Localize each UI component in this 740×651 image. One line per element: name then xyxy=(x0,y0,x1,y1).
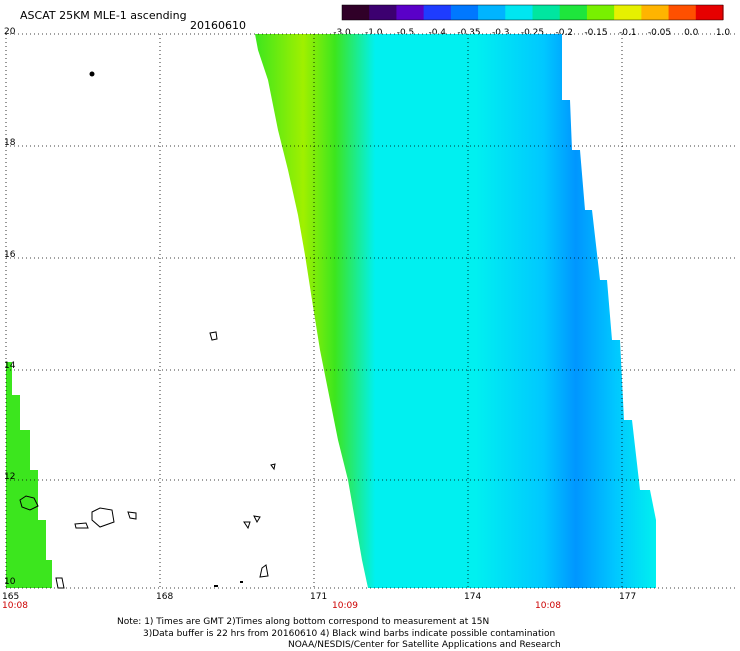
colorbar-tick-label: -0.35 xyxy=(457,28,480,38)
island-outline xyxy=(259,564,269,578)
lat-label-10: 10 xyxy=(4,577,16,587)
colorbar-swatch xyxy=(614,5,642,20)
island-outline xyxy=(55,577,65,589)
colorbar-tick-label: -0.5 xyxy=(397,28,415,38)
colorbar-tick-label: -0.05 xyxy=(648,28,671,38)
island-outline xyxy=(127,511,137,520)
island-outline xyxy=(19,495,39,511)
colorbar-swatch xyxy=(369,5,398,20)
island-dot xyxy=(89,71,95,77)
colorbar-tick-label: -1.0 xyxy=(365,28,383,38)
footer-note-3: NOAA/NESDIS/Center for Satellite Applica… xyxy=(288,640,561,650)
lon-label-171: 171 xyxy=(310,592,328,602)
colorbar-tick-label: -0.15 xyxy=(584,28,607,38)
main-swath xyxy=(255,34,656,588)
island-dot xyxy=(240,581,243,583)
lat-label-18: 18 xyxy=(4,138,16,148)
footer-note-2: 3)Data buffer is 22 hrs from 20160610 4)… xyxy=(143,629,556,639)
time-label-3: 10:08 xyxy=(535,601,561,611)
left-swath xyxy=(6,362,52,588)
lat-label-20: 20 xyxy=(4,27,16,37)
colorbar-swatch xyxy=(423,5,452,20)
colorbar-swatch xyxy=(668,5,697,20)
time-label-1: 10:08 xyxy=(2,601,28,611)
lat-label-14: 14 xyxy=(4,361,16,371)
colorbar-swatch xyxy=(532,5,561,20)
colorbar-swatch xyxy=(505,5,534,20)
island-outline xyxy=(270,463,276,471)
colorbar-swatch xyxy=(342,5,370,20)
lat-label-12: 12 xyxy=(4,472,16,482)
colorbar-tick-label: -0.3 xyxy=(492,28,510,38)
lon-label-177: 177 xyxy=(619,592,637,602)
colorbar-tick-label: -0.2 xyxy=(555,28,573,38)
colorbar-tick-label: -0.4 xyxy=(428,28,446,38)
island-outline xyxy=(253,515,261,524)
island-dot xyxy=(214,585,218,587)
colorbar-tick-label: -0.1 xyxy=(619,28,637,38)
colorbar-tick-label: 0.0 xyxy=(684,28,699,38)
lat-label-16: 16 xyxy=(4,250,16,260)
colorbar-swatch xyxy=(450,5,479,20)
colorbar-tick-label: -3.0 xyxy=(333,28,351,38)
island-outline xyxy=(243,521,251,530)
map-title: ASCAT 25KM MLE-1 ascending xyxy=(20,9,187,22)
map-date: 20160610 xyxy=(190,19,246,32)
colorbar-swatch xyxy=(478,5,506,20)
footer-note-1: Note: 1) Times are GMT 2)Times along bot… xyxy=(117,617,490,627)
colorbar: -3.0 -1.0 -0.5 -0.4 -0.35 -0.3 -0.25 -0.2 -0.15 -… xyxy=(333,4,731,38)
lon-label-168: 168 xyxy=(156,592,174,602)
island-outline xyxy=(74,522,89,529)
island-outline xyxy=(209,331,218,341)
lon-label-174: 174 xyxy=(464,592,482,602)
colorbar-swatch xyxy=(559,5,588,20)
time-label-2: 10:09 xyxy=(332,601,358,611)
colorbar-swatch xyxy=(396,5,425,20)
colorbar-swatch xyxy=(641,5,670,20)
colorbar-tick-label: 1.0 xyxy=(716,28,731,38)
colorbar-frame xyxy=(341,4,724,21)
island-outline xyxy=(91,507,115,528)
colorbar-swatch xyxy=(695,5,724,20)
lon-label-165: 165 xyxy=(2,592,20,602)
colorbar-tick-label: -0.25 xyxy=(521,28,544,38)
colorbar-swatch xyxy=(586,5,615,20)
